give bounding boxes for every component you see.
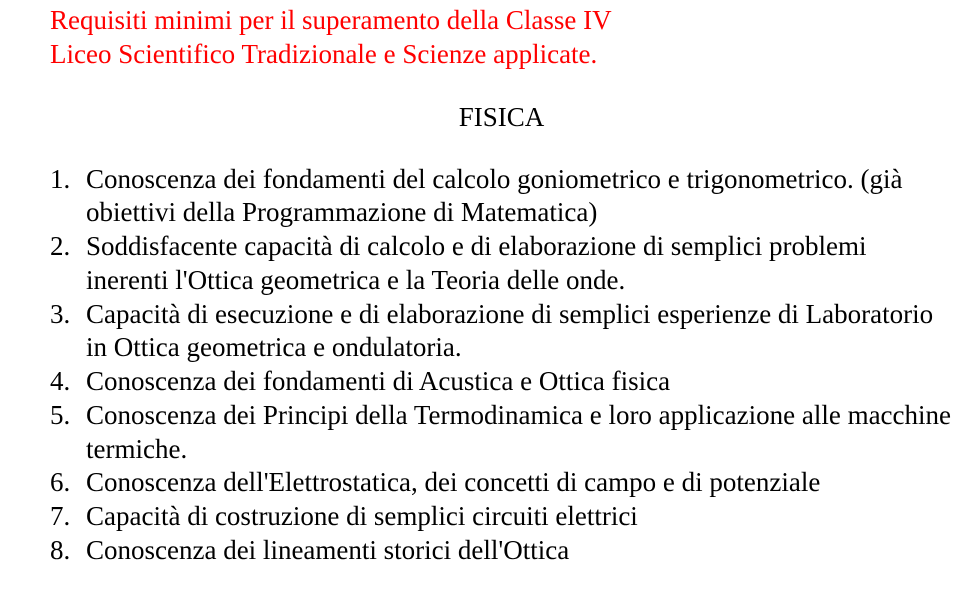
list-item: Conoscenza dei fondamenti del calcolo go… [50,163,953,231]
list-item: Conoscenza dei Principi della Termodinam… [50,399,953,467]
list-item: Capacità di esecuzione e di elaborazione… [50,298,953,366]
requirements-list: Conoscenza dei fondamenti del calcolo go… [50,163,953,568]
section-heading: FISICA [50,102,953,133]
list-item: Capacità di costruzione di semplici circ… [50,500,953,534]
list-item: Soddisfacente capacità di calcolo e di e… [50,230,953,298]
document-page: Requisiti minimi per il superamento dell… [0,0,959,568]
list-item: Conoscenza dei fondamenti di Acustica e … [50,365,953,399]
title-line-1: Requisiti minimi per il superamento dell… [50,4,953,38]
list-item: Conoscenza dell'Elettrostatica, dei conc… [50,466,953,500]
title-line-2: Liceo Scientifico Tradizionale e Scienze… [50,38,953,72]
list-item: Conoscenza dei lineamenti storici dell'O… [50,534,953,568]
